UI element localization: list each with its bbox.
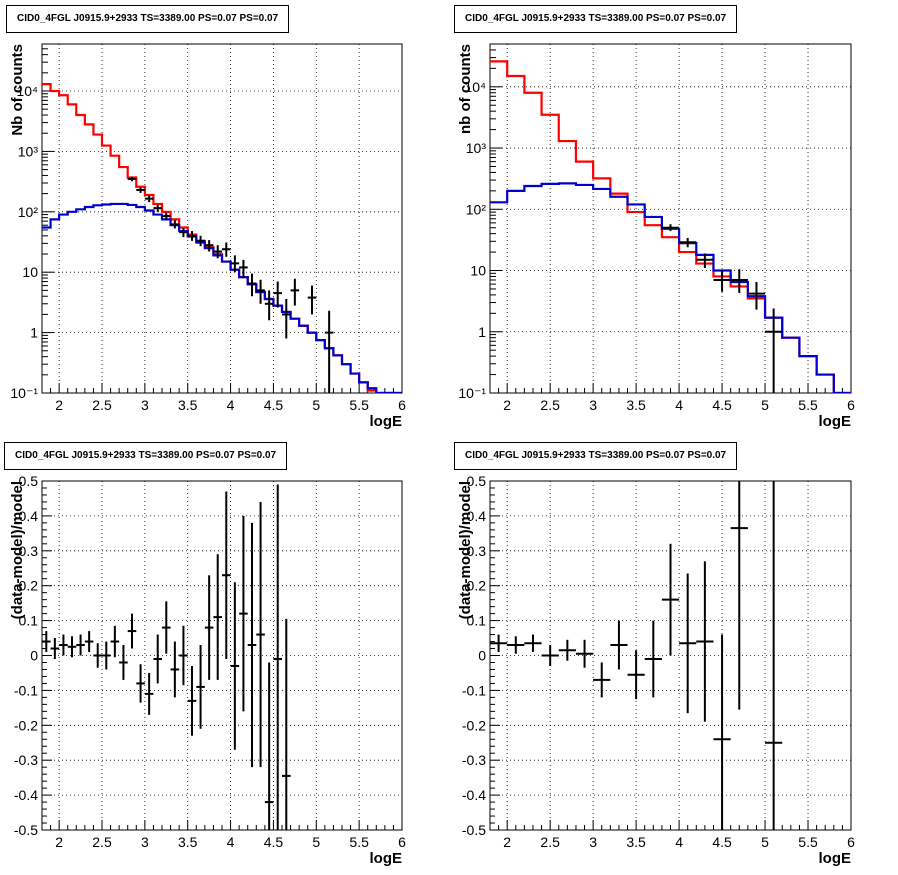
y-tick-label: 10³ bbox=[18, 143, 39, 159]
y-tick-label: 0 bbox=[478, 648, 486, 664]
y-tick-label: 10³ bbox=[466, 140, 487, 156]
plot-data bbox=[42, 484, 291, 830]
x-tick-label: 6 bbox=[847, 397, 855, 413]
plot-data bbox=[490, 60, 851, 393]
y-tick-label: 10 bbox=[470, 263, 486, 279]
y-tick-label: 0.4 bbox=[19, 508, 39, 524]
x-axis-label: logE bbox=[819, 413, 852, 430]
x-axis-label: logE bbox=[370, 413, 403, 430]
y-axis-label: (data-model)/model bbox=[9, 481, 26, 619]
x-tick-label: 4.5 bbox=[712, 397, 732, 413]
x-tick-label: 3 bbox=[141, 397, 149, 413]
x-tick-label: 3 bbox=[589, 397, 597, 413]
y-tick-label: -0.1 bbox=[462, 682, 486, 698]
y-tick-label: -0.3 bbox=[14, 752, 38, 768]
x-tick-label: 3.5 bbox=[178, 834, 198, 850]
y-tick-label: 10² bbox=[18, 204, 39, 220]
panel-1-title: CID0_4FGL J0915.9+2933 TS=3389.00 PS=0.0… bbox=[6, 5, 290, 33]
y-tick-label: 1 bbox=[478, 324, 486, 340]
y-tick-label: 10 bbox=[22, 264, 38, 280]
x-tick-label: 2.5 bbox=[92, 834, 112, 850]
y-tick-label: -0.4 bbox=[462, 787, 486, 803]
y-tick-label: 10⁴ bbox=[464, 79, 486, 95]
x-tick-label: 5 bbox=[312, 834, 320, 850]
y-tick-label: 10⁻¹ bbox=[458, 385, 486, 401]
y-tick-label: 0.2 bbox=[467, 578, 487, 594]
step-line-series-1 bbox=[42, 202, 402, 393]
x-tick-label: 2 bbox=[55, 397, 63, 413]
x-tick-label: 4 bbox=[227, 834, 235, 850]
y-tick-label: 0.3 bbox=[467, 543, 487, 559]
y-tick-label: 10⁻¹ bbox=[10, 385, 38, 401]
y-tick-label: 0.3 bbox=[19, 543, 39, 559]
x-tick-label: 6 bbox=[398, 397, 406, 413]
step-line-series-1 bbox=[490, 182, 851, 393]
y-tick-label: 0.2 bbox=[19, 578, 39, 594]
y-tick-label: 0.1 bbox=[467, 613, 487, 629]
panel-2-title: CID0_4FGL J0915.9+2933 TS=3389.00 PS=0.0… bbox=[454, 5, 738, 33]
y-tick-label: 0.5 bbox=[19, 473, 39, 489]
x-axis-label: logE bbox=[819, 850, 852, 867]
x-tick-label: 5.5 bbox=[349, 834, 369, 850]
x-tick-label: 5 bbox=[761, 834, 769, 850]
x-tick-label: 5 bbox=[761, 397, 769, 413]
x-tick-label: 2.5 bbox=[540, 834, 560, 850]
y-tick-label: 1 bbox=[30, 325, 38, 341]
y-tick-label: 0.4 bbox=[467, 508, 487, 524]
x-tick-label: 6 bbox=[847, 834, 855, 850]
plot-data bbox=[490, 481, 783, 830]
y-axis-label: Nb of counts bbox=[9, 44, 26, 136]
plot-frame bbox=[41, 43, 403, 394]
x-tick-label: 5.5 bbox=[349, 397, 369, 413]
x-tick-label: 4.5 bbox=[264, 834, 284, 850]
plot-frame bbox=[489, 43, 852, 394]
x-tick-label: 4 bbox=[675, 834, 683, 850]
y-tick-label: -0.3 bbox=[462, 752, 486, 768]
y-tick-label: 10² bbox=[466, 201, 487, 217]
panel-4-title: CID0_4FGL J0915.9+2933 TS=3389.00 PS=0.0… bbox=[454, 442, 738, 470]
x-tick-label: 5 bbox=[312, 397, 320, 413]
x-tick-label: 6 bbox=[398, 834, 406, 850]
y-tick-label: 0.1 bbox=[19, 613, 39, 629]
x-tick-label: 3 bbox=[589, 834, 597, 850]
x-tick-label: 2.5 bbox=[540, 397, 560, 413]
x-tick-label: 3 bbox=[141, 834, 149, 850]
y-tick-label: 0 bbox=[30, 648, 38, 664]
y-tick-label: -0.5 bbox=[14, 822, 38, 838]
x-tick-label: 2.5 bbox=[92, 397, 112, 413]
y-tick-label: -0.5 bbox=[462, 822, 486, 838]
x-tick-label: 2 bbox=[55, 834, 63, 850]
x-tick-label: 5.5 bbox=[798, 834, 818, 850]
y-axis-label: nb of counts bbox=[457, 44, 474, 134]
y-tick-label: 0.5 bbox=[467, 473, 487, 489]
y-tick-label: 10⁴ bbox=[16, 83, 38, 99]
y-tick-label: -0.4 bbox=[14, 787, 38, 803]
panel-3-title: CID0_4FGL J0915.9+2933 TS=3389.00 PS=0.0… bbox=[4, 442, 288, 470]
x-tick-label: 4.5 bbox=[264, 397, 284, 413]
x-tick-label: 2 bbox=[503, 834, 511, 850]
x-tick-label: 4 bbox=[227, 397, 235, 413]
x-tick-label: 5.5 bbox=[798, 397, 818, 413]
y-tick-label: -0.1 bbox=[14, 682, 38, 698]
y-tick-label: -0.2 bbox=[14, 717, 38, 733]
x-tick-label: 3.5 bbox=[178, 397, 198, 413]
plot-data bbox=[42, 83, 402, 393]
x-tick-label: 4 bbox=[675, 397, 683, 413]
y-axis-label: (data-model)/model bbox=[457, 481, 474, 619]
step-line-series-0 bbox=[42, 83, 402, 393]
x-tick-label: 3.5 bbox=[626, 834, 646, 850]
x-tick-label: 4.5 bbox=[712, 834, 732, 850]
x-tick-label: 3.5 bbox=[626, 397, 646, 413]
x-tick-label: 2 bbox=[503, 397, 511, 413]
y-tick-label: -0.2 bbox=[462, 717, 486, 733]
x-axis-label: logE bbox=[370, 850, 403, 867]
